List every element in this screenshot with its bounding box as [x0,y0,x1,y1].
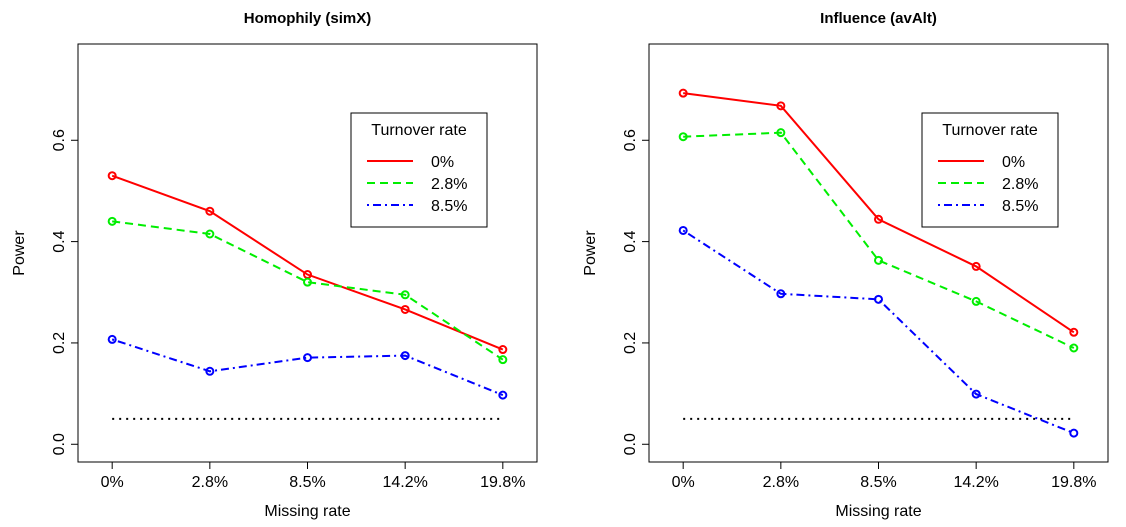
x-tick-label: 2.8% [763,474,799,491]
y-tick-label: 0.6 [622,129,639,151]
y-tick-label: 0.6 [51,129,68,151]
chart-title: Homophily (simX) [244,10,372,27]
y-tick-label: 0.2 [622,332,639,354]
data-point [776,289,786,299]
data-point [874,294,883,304]
data-point [400,351,410,361]
y-axis-label: Power [582,230,599,276]
series-line [682,229,1075,435]
plot-box [648,43,1109,463]
legend-box [921,112,1059,228]
y-tick-label: 0.4 [51,230,68,252]
x-tick-label: 14.2% [953,474,998,491]
data-point [1069,327,1079,337]
data-point [205,366,215,376]
chart-title: Influence (avAlt) [820,10,937,27]
legend-label: 8.5% [1002,198,1038,215]
series-line [112,220,504,361]
series-line [683,92,1075,334]
x-tick-label: 14.2% [382,474,427,491]
series-line [111,338,504,397]
data-point [776,101,786,111]
x-axis-label: Missing rate [835,503,921,520]
series-line [111,174,504,351]
legend-label: 0% [431,154,454,171]
legend-label: 8.5% [431,198,467,215]
data-point [107,171,117,181]
data-point [971,389,981,399]
y-tick-label: 0.0 [51,433,68,455]
data-point [874,255,883,265]
x-tick-label: 0% [101,474,124,491]
x-tick-label: 8.5% [860,474,896,491]
data-point [303,353,312,363]
y-tick-label: 0.2 [51,332,68,354]
data-point [107,334,117,344]
y-axis-label: Power [11,230,28,276]
data-point [874,214,883,224]
y-tick-label: 0.0 [622,433,639,455]
legend-label: 0% [1002,154,1025,171]
legend-box [350,112,488,228]
legend-title: Turnover rate [942,122,1038,139]
x-tick-label: 19.8% [480,474,525,491]
x-tick-label: 19.8% [1051,474,1096,491]
data-point [1069,428,1079,438]
data-point [971,296,981,306]
plot-box [77,43,538,463]
legend-title: Turnover rate [371,122,467,139]
x-tick-label: 8.5% [289,474,325,491]
data-point [1069,343,1079,353]
data-point [498,345,508,355]
series-line [683,131,1075,349]
data-point [400,304,410,314]
legend-label: 2.8% [431,176,467,193]
data-point [303,277,312,287]
data-point [971,261,981,271]
x-axis-label: Missing rate [264,503,350,520]
data-point [400,290,410,300]
data-point [205,229,215,239]
data-point [678,132,688,142]
x-tick-label: 0% [672,474,695,491]
x-tick-label: 2.8% [192,474,228,491]
data-point [107,216,117,226]
data-point [776,128,786,138]
data-point [498,390,508,400]
legend-label: 2.8% [1002,176,1038,193]
data-point [678,225,688,235]
data-point [678,88,688,98]
y-tick-label: 0.4 [622,230,639,252]
data-point [205,206,215,216]
data-point [498,355,508,365]
